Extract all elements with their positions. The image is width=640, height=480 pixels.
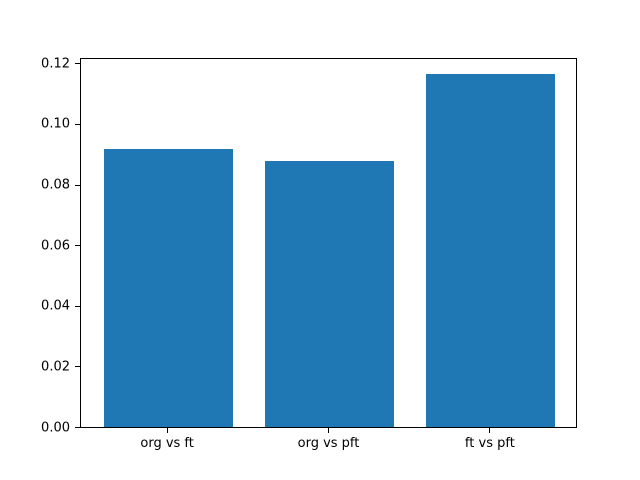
y-tick-label-0.04: 0.04: [41, 298, 70, 314]
y-tick-mark: [75, 366, 80, 368]
y-tick-label-0.08: 0.08: [41, 177, 70, 193]
y-tick-mark: [75, 305, 80, 307]
y-tick-mark: [75, 184, 80, 186]
y-tick-mark: [75, 63, 80, 65]
y-tick-mark: [75, 123, 80, 125]
y-tick-label-0.00: 0.00: [41, 420, 70, 435]
x-tick-mark: [166, 427, 168, 433]
x-tick-mark: [328, 427, 329, 433]
x-tick-label-ft-vs-pft: ft vs pft: [464, 435, 515, 451]
y-tick-label-0.10: 0.10: [41, 116, 70, 132]
x-tick-label-org-vs-pft: org vs pft: [297, 435, 360, 451]
y-tick-label-0.02: 0.02: [41, 359, 70, 375]
x-tick-label-org-vs-ft: org vs ft: [140, 435, 194, 451]
bar-org-vs-ft: [103, 148, 233, 427]
y-tick-label-0.12: 0.12: [41, 56, 70, 72]
x-tick-mark: [489, 427, 491, 433]
y-tick-mark: [75, 245, 80, 247]
bar-org-vs-pft: [264, 161, 395, 427]
y-tick-label-0.06: 0.06: [41, 238, 70, 254]
plot-area: [80, 57, 577, 428]
bar-ft-vs-pft: [426, 74, 556, 427]
y-tick-mark: [75, 427, 80, 428]
